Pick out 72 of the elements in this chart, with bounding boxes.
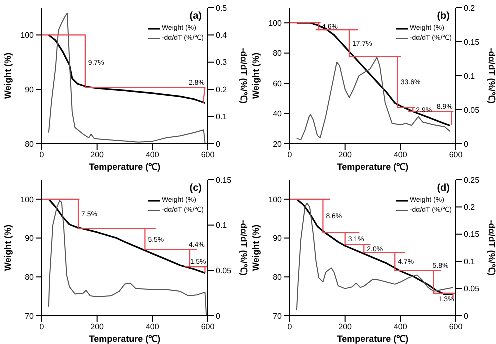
y2-tick-label: 0.15 [464,38,480,47]
y-tick-label: 80 [25,140,35,149]
line-series [48,12,206,144]
y-tick-label: 60 [273,79,283,88]
x-axis-title: Temperature (℃) [89,334,161,344]
x-tick-label: 600 [201,322,216,332]
x-axis-title: Temperature (℃) [337,334,409,344]
y2-tick-label: 0.2 [216,85,228,94]
y-tick-label: 80 [273,49,283,58]
y-tick-label: 20 [273,140,283,149]
y2-tick-label: 0 [464,312,469,321]
y2-tick-label: 0.5 [216,4,228,13]
x-tick-label: 0 [40,150,45,160]
annotation: (a) [190,11,202,22]
y-tick-label: 70 [273,312,283,321]
x-tick-label: 200 [338,150,353,160]
y2-tick-label: 0.15 [216,176,232,185]
x-tick-label: 600 [201,150,216,160]
y-tick-label: 40 [273,110,283,119]
y-tick-label: 90 [273,234,283,244]
x-tick-label: 400 [146,150,160,160]
y-tick-label: 100 [20,31,35,40]
y-axis-title: Weight (%) [3,52,14,100]
y2-tick-label: 0.2 [464,203,476,212]
y-tick-label: 80 [25,272,35,282]
annotation: (b) [437,11,450,22]
x-tick-label: 200 [90,150,105,160]
y2-tick-label: 0.4 [216,31,228,40]
y-tick-label: 80 [273,272,283,282]
x-tick-label: 0 [40,322,45,332]
y2-tick-label: 0.05 [464,106,480,115]
y-axis-title: Weight (%) [3,224,14,272]
y-axis-title: Weight (%) [251,224,262,272]
y2-tick-label: 0.25 [464,176,480,185]
y2-axis-title: -dα/dT (%/℃) [238,220,249,276]
y2-tick-label: 0.3 [216,58,228,68]
x-tick-label: 600 [449,322,464,332]
y2-tick-label: 0 [216,140,221,149]
x-tick-label: 0 [288,150,293,160]
y-tick-label: 90 [25,85,35,94]
line-series [296,202,454,312]
y-tick-label: 100 [268,195,283,204]
y-tick-label: 90 [25,234,35,244]
x-tick-label: 400 [394,150,408,160]
y2-axis-title: -dα/dT (%/℃) [486,220,496,276]
y2-axis-title: -dα/dT (%/℃) [238,48,249,104]
x-tick-label: 200 [90,322,105,332]
x-axis-title: Temperature (℃) [337,162,409,172]
x-tick-label: 600 [449,150,464,160]
y-axis-title: Weight (%) [251,52,262,100]
y-tick-label: 100 [20,195,35,204]
y2-tick-label: 0.1 [464,72,476,81]
y2-tick-label: 0.1 [216,221,228,230]
x-tick-label: 200 [338,322,353,332]
y2-axis-title: -dα/dT (%/℃) [486,48,496,104]
y2-tick-label: 0 [216,312,221,321]
y2-tick-label: 0.05 [464,284,480,294]
y2-tick-label: 0.1 [464,257,476,266]
line-series [296,57,451,140]
y2-tick-label: 0.15 [464,230,480,240]
y2-tick-label: 0.2 [464,4,476,13]
x-tick-label: 400 [146,322,160,332]
y-tick-label: 70 [25,312,35,321]
x-axis-title: Temperature (℃) [89,162,161,172]
y2-tick-label: 0 [464,140,469,149]
y2-tick-label: 0.05 [216,266,232,276]
y2-tick-label: 0.1 [216,112,228,122]
annotation: (c) [190,183,202,194]
x-tick-label: 400 [394,322,408,332]
annotation: (d) [437,183,450,194]
y-tick-label: 100 [268,18,283,28]
x-tick-label: 0 [288,322,293,332]
